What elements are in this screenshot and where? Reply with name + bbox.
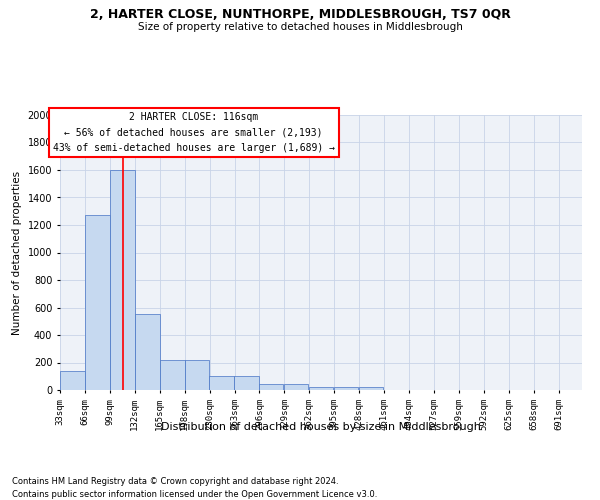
Text: 2 HARTER CLOSE: 116sqm
← 56% of detached houses are smaller (2,193)
43% of semi-: 2 HARTER CLOSE: 116sqm ← 56% of detached… xyxy=(53,112,335,154)
Text: Contains public sector information licensed under the Open Government Licence v3: Contains public sector information licen… xyxy=(12,490,377,499)
Bar xyxy=(160,360,185,390)
Bar xyxy=(234,376,259,390)
Bar xyxy=(359,387,383,390)
Text: Size of property relative to detached houses in Middlesbrough: Size of property relative to detached ho… xyxy=(137,22,463,32)
Bar xyxy=(209,376,233,390)
Bar xyxy=(185,360,209,390)
Bar xyxy=(60,371,85,390)
Bar xyxy=(259,384,283,390)
Y-axis label: Number of detached properties: Number of detached properties xyxy=(12,170,22,334)
Bar xyxy=(135,314,160,390)
Bar xyxy=(308,387,334,390)
Text: Distribution of detached houses by size in Middlesbrough: Distribution of detached houses by size … xyxy=(161,422,481,432)
Bar xyxy=(284,384,308,390)
Text: Contains HM Land Registry data © Crown copyright and database right 2024.: Contains HM Land Registry data © Crown c… xyxy=(12,478,338,486)
Text: 2, HARTER CLOSE, NUNTHORPE, MIDDLESBROUGH, TS7 0QR: 2, HARTER CLOSE, NUNTHORPE, MIDDLESBROUG… xyxy=(89,8,511,20)
Bar xyxy=(85,216,110,390)
Bar xyxy=(110,170,134,390)
Bar xyxy=(334,387,358,390)
